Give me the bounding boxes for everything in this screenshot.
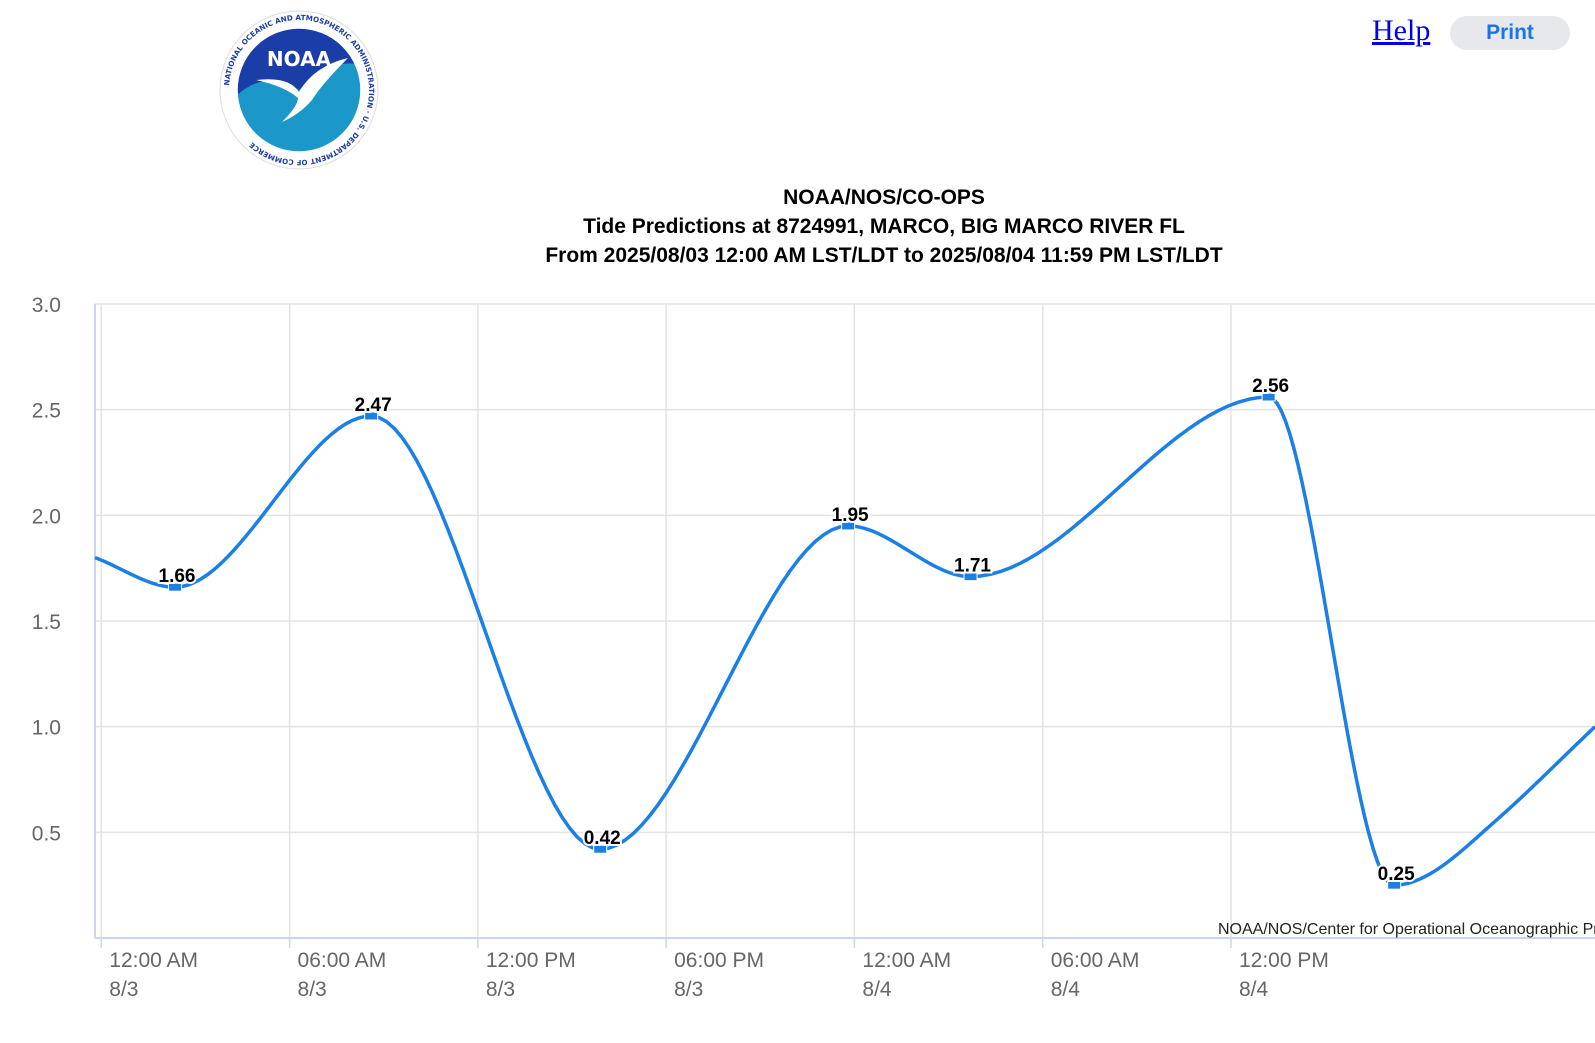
y-tick-label: 2.5 bbox=[32, 400, 61, 423]
markers bbox=[168, 392, 1402, 890]
extreme-value-label: 2.56 bbox=[1252, 376, 1289, 397]
y-tick-label: 0.5 bbox=[32, 822, 61, 845]
x-tick-time-label: 06:00 AM bbox=[1051, 949, 1140, 972]
chart-credit: NOAA/NOS/Center for Operational Oceanogr… bbox=[1218, 921, 1595, 938]
extreme-marker bbox=[593, 844, 608, 854]
x-tick-time-label: 06:00 PM bbox=[674, 949, 764, 972]
x-tick-date-label: 8/3 bbox=[674, 978, 703, 1001]
extreme-value-label: 1.95 bbox=[832, 505, 869, 526]
x-tick-time-label: 06:00 AM bbox=[298, 949, 387, 972]
extreme-value-label: 2.47 bbox=[355, 395, 392, 416]
extreme-marker bbox=[1387, 880, 1402, 890]
x-tick-date-label: 8/4 bbox=[1051, 978, 1081, 1001]
x-tick-date-label: 8/3 bbox=[486, 978, 515, 1001]
extreme-value-label: 1.71 bbox=[954, 556, 991, 577]
x-tick-time-label: 12:00 PM bbox=[486, 949, 576, 972]
chart-title-line-3: From 2025/08/03 12:00 AM LST/LDT to 2025… bbox=[545, 244, 1223, 267]
chart-title: NOAA/NOS/CO-OPS Tide Predictions at 8724… bbox=[0, 183, 1595, 270]
extreme-marker bbox=[364, 411, 379, 421]
extreme-value-label: 0.25 bbox=[1378, 864, 1415, 885]
y-tick-label: 3.0 bbox=[32, 294, 61, 317]
extreme-value-label: 0.42 bbox=[584, 828, 621, 849]
y-tick-label: 1.0 bbox=[32, 717, 61, 740]
x-tick-time-label: 12:00 PM bbox=[1239, 949, 1329, 972]
prediction-line bbox=[94, 395, 1595, 887]
x-tick-date-label: 8/4 bbox=[1239, 978, 1269, 1001]
y-tick-label: 1.5 bbox=[32, 611, 61, 634]
x-tick-time-label: 12:00 AM bbox=[109, 949, 198, 972]
x-tick-time-label: 12:00 AM bbox=[862, 949, 951, 972]
axes: 0.5 1.0 1.5 2.0 2.5 3.0 12:00 AM 8/3 06:00 AM 8/3… bbox=[32, 294, 1595, 1001]
extreme-marker bbox=[168, 582, 183, 592]
noaa-logo-icon: NOAA NATIONAL OCEANIC AND ATMOSPHERIC AD… bbox=[219, 10, 379, 170]
extreme-marker bbox=[963, 572, 978, 582]
logo-noaa-text: NOAA bbox=[267, 47, 332, 71]
chart-title-line-1: NOAA/NOS/CO-OPS bbox=[783, 186, 985, 209]
data-labels: 1.66 2.47 0.42 1.95 1.71 2.56 0.25 bbox=[157, 374, 1418, 887]
series bbox=[94, 395, 1595, 887]
print-button[interactable]: Print bbox=[1450, 16, 1570, 50]
extreme-value-label: 1.66 bbox=[159, 566, 196, 587]
extreme-marker bbox=[841, 521, 856, 531]
x-tick-date-label: 8/3 bbox=[109, 978, 138, 1001]
x-tick-date-label: 8/4 bbox=[862, 978, 892, 1001]
noaa-logo: NOAA NATIONAL OCEANIC AND ATMOSPHERIC AD… bbox=[214, 10, 384, 170]
help-link[interactable]: Help bbox=[1372, 14, 1431, 47]
y-tick-label: 2.0 bbox=[32, 505, 61, 528]
x-tick-date-label: 8/3 bbox=[298, 978, 327, 1001]
extreme-marker bbox=[1261, 392, 1276, 402]
chart-title-line-2: Tide Predictions at 8724991, MARCO, BIG … bbox=[583, 215, 1185, 238]
